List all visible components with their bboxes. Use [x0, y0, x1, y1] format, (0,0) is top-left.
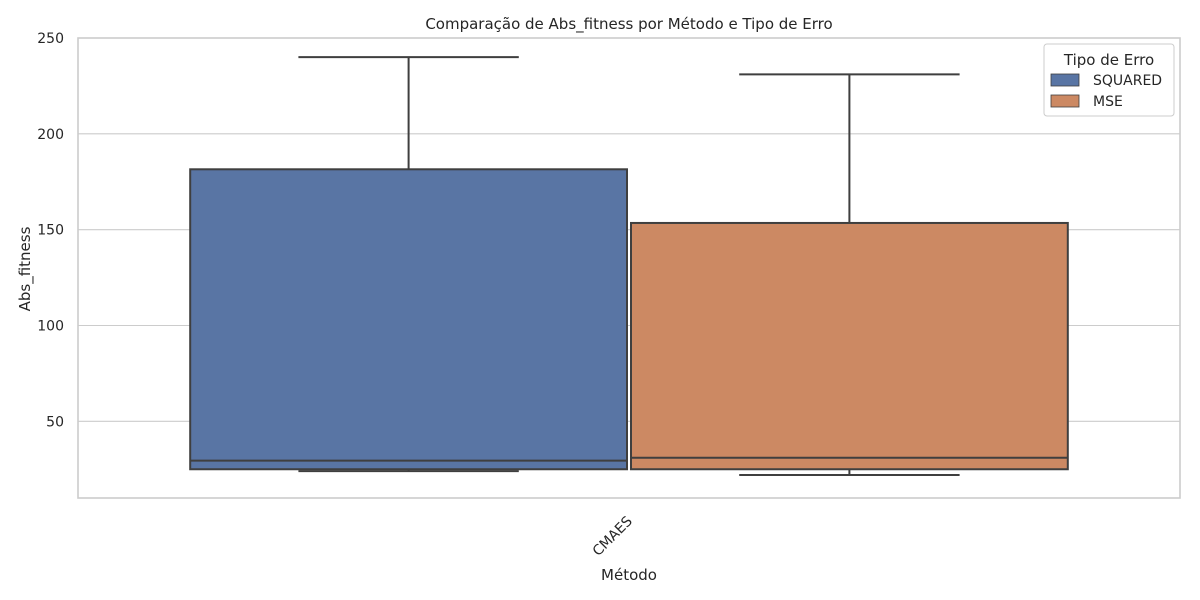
y-tick-label: 150 [37, 223, 64, 239]
y-axis-label: Abs_fitness [16, 226, 35, 311]
boxes [189, 56, 1069, 476]
box-squared [189, 56, 628, 473]
legend-title: Tipo de Erro [1063, 51, 1154, 69]
box-mse [630, 73, 1069, 476]
legend-swatch [1050, 94, 1080, 108]
x-axis-label: Método [601, 566, 657, 584]
y-tick-label: 250 [37, 31, 64, 47]
y-axis: 50 100 150 200 250 [37, 31, 64, 430]
y-tick-label: 200 [37, 127, 64, 143]
chart-title: Comparação de Abs_fitness por Método e T… [425, 15, 832, 34]
box-iqr [630, 221, 1069, 471]
legend-swatch [1050, 73, 1080, 87]
legend-items: SQUARED MSE [1050, 73, 1162, 110]
legend: Tipo de Erro SQUARED MSE [1043, 43, 1175, 117]
y-tick-label: 100 [37, 319, 64, 335]
legend-label: MSE [1093, 94, 1123, 110]
box-iqr [189, 168, 628, 471]
plot-area [77, 37, 1181, 499]
legend-label: SQUARED [1093, 73, 1162, 89]
y-tick-label: 50 [46, 414, 64, 430]
